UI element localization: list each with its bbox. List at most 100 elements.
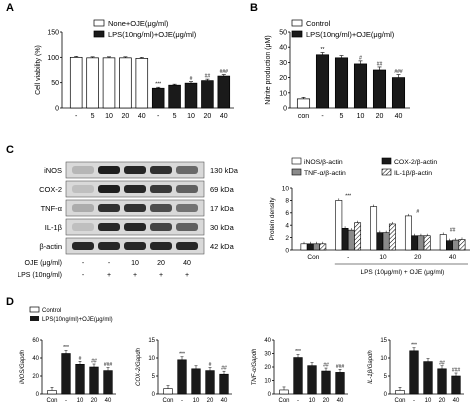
blot-oje-value: 10 (131, 260, 139, 267)
chart-b-x-tick-label: - (321, 113, 324, 120)
chart-b-y-tick-label: 50 (279, 29, 287, 36)
chart-c-bar (382, 232, 390, 251)
chart-d3-y-tick-label: 40 (264, 338, 271, 344)
chart-b-nitrite-production: 0 10 20 30 40 50 Nitrite production (μM) con - **… (265, 19, 410, 120)
legend-d: Control LPS(10ng/ml)+OJE(μg/ml) (29, 306, 113, 323)
blot-kda-label: 30 kDa (210, 223, 235, 232)
panel-label-d: D (6, 296, 14, 308)
blot-protein-label: TNF-α (41, 204, 63, 213)
chart-a-bar (69, 56, 83, 109)
blot-band (98, 242, 120, 250)
chart-c-bar (404, 215, 412, 251)
chart-d1-bar (89, 366, 99, 395)
panel-label-a: A (6, 2, 14, 14)
blot-band (124, 223, 146, 231)
chart-b-x-tick-label: 20 (376, 113, 384, 120)
chart-d3-y-tick-label: 20 (264, 365, 271, 371)
blot-band (98, 166, 120, 174)
chart-c-legend-label: iNOS/β-actin (304, 159, 343, 166)
chart-b-bar (372, 69, 387, 109)
chart-b-bar (334, 57, 349, 109)
chart-b-y-tick-label: 0 (283, 105, 287, 112)
chart-c-bar (319, 243, 327, 251)
chart-c-legend-swatch (381, 168, 392, 176)
chart-d4-annotation: *** (411, 342, 417, 348)
chart-d3-annotation: *** (295, 349, 301, 355)
blot-band (124, 166, 146, 174)
chart-d3-bar (335, 372, 345, 395)
chart-c-x-tick-label: 10 (379, 254, 387, 261)
chart-d3-x-tick-label: 10 (309, 398, 316, 404)
panel-label-c: C (6, 144, 14, 156)
blot-band (98, 185, 120, 193)
chart-a-bar (201, 80, 214, 109)
chart-c-bar (313, 243, 320, 251)
chart-c-legend-swatch (381, 157, 392, 165)
chart-c-bar (306, 243, 314, 251)
chart-c-bar (347, 229, 355, 251)
chart-a-y-tick-label: 0 (55, 105, 59, 112)
chart-c-y-tick-label: 2 (285, 235, 289, 242)
chart-c-legend-label: TNF-α/β-actin (304, 170, 346, 177)
chart-c-bar (335, 200, 343, 251)
chart-d3-x-tick-label: 40 (337, 398, 344, 404)
chart-b-y-tick-label: 30 (279, 60, 287, 67)
blot-band (150, 223, 172, 231)
chart-a-cell-viability: 0 50 100 150 Cell viability (%) - 5 10 20 40 - *** 5… (35, 19, 234, 120)
chart-c-x-tick-label: Con (307, 254, 319, 261)
chart-c-y-axis-label: Protein density (269, 197, 276, 241)
chart-d-cox2: 0 5 10 15 COX-2/Gapdh Con *** - 10 #20 ## 40 (136, 338, 232, 404)
chart-d2-bar (191, 368, 201, 395)
chart-a-x-tick-label: 10 (187, 113, 195, 120)
chart-d2-annotation: ## (221, 366, 227, 372)
chart-a-bar (102, 57, 116, 109)
chart-b-y-tick-label: 20 (279, 75, 287, 82)
chart-c-bar (411, 235, 419, 251)
chart-d4-x-tick-label: Con (394, 398, 405, 404)
chart-b-legend-swatch (291, 30, 303, 38)
chart-d1-x-tick-label: - (65, 398, 67, 404)
chart-b-annotation: ** (321, 47, 325, 53)
chart-b-bar (353, 63, 368, 109)
chart-b-bar (391, 77, 406, 109)
chart-d1-annotation: # (79, 356, 82, 362)
chart-d4-x-tick-label: 20 (439, 398, 446, 404)
chart-d4-x-tick-label: 10 (425, 398, 432, 404)
blot-band (150, 166, 172, 174)
blot-kda-label: 17 kDa (210, 204, 235, 213)
chart-d4-y-axis-label: IL-1β/Gapdh (368, 350, 374, 384)
chart-a-annotation: # (190, 76, 193, 82)
chart-d1-x-tick-label: 20 (91, 398, 98, 404)
chart-d3-bar (307, 365, 317, 395)
chart-d2-x-tick-label: Con (162, 398, 173, 404)
chart-c-y-tick-label: 0 (285, 247, 289, 254)
chart-d1-bar (75, 363, 85, 395)
chart-b-x-tick-label: con (298, 113, 309, 120)
chart-c-bar (376, 232, 384, 251)
chart-d1-y-axis-label: iNOS/Gapdh (20, 349, 26, 384)
blot-protein-label: IL-1β (45, 223, 63, 232)
blot-band (72, 185, 94, 193)
chart-a-bar (217, 75, 231, 109)
chart-c-bar (300, 243, 308, 251)
blot-band (72, 204, 94, 212)
chart-c-bar (341, 228, 349, 251)
blot-lps-value: + (107, 272, 111, 279)
chart-a-bar (135, 57, 149, 109)
blot-band (72, 166, 94, 174)
blot-band (124, 204, 146, 212)
chart-c-legend-label: IL-1β/β-actin (394, 170, 432, 177)
chart-a-y-tick-label: 50 (51, 80, 59, 87)
chart-a-x-tick-label: 40 (138, 113, 146, 120)
blot-protein-label: β-actin (39, 242, 62, 251)
chart-a-annotation: *** (155, 82, 161, 88)
chart-a-x-tick-label: 20 (122, 113, 130, 120)
blot-protein-label: COX-2 (39, 185, 62, 194)
chart-a-x-tick-label: 20 (204, 113, 212, 120)
chart-d1-x-tick-label: 10 (77, 398, 84, 404)
blot-band (124, 185, 146, 193)
chart-a-bar (184, 82, 198, 109)
chart-a-bar (151, 87, 165, 109)
chart-d3-bar (321, 370, 331, 395)
chart-d3-x-tick-label: Con (278, 398, 289, 404)
